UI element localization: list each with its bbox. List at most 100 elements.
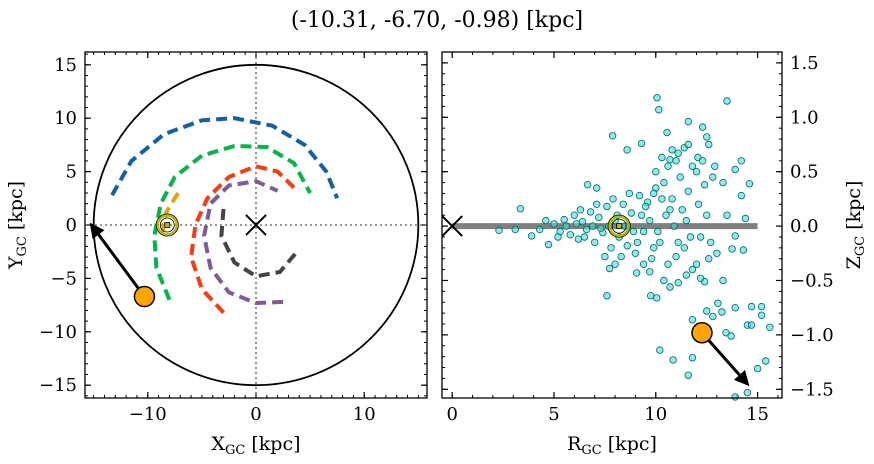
scatter-point: [684, 140, 692, 149]
x-tick-label: 10: [353, 404, 376, 425]
scatter-point: [601, 252, 609, 261]
sun-marker: [608, 215, 630, 237]
spiral-arm-red: [189, 164, 296, 314]
x-axis-label-unit: [kpc]: [602, 433, 657, 455]
sun-marker-outline: [607, 214, 631, 238]
scatter-point: [711, 162, 719, 170]
scatter-point: [727, 332, 735, 340]
scatter-point: [583, 180, 592, 189]
y-axis-label-subscript: GC: [15, 236, 30, 256]
scatter-point: [536, 225, 544, 234]
y-tick-label: 0.5: [790, 162, 819, 183]
y-axis-label: ZGC [kpc]: [843, 181, 868, 270]
x-axis-label: RGC [kpc]: [567, 433, 657, 458]
scatter-point: [658, 153, 666, 162]
scatter-point: [666, 206, 674, 214]
scatter-point: [641, 202, 650, 211]
scatter-point: [753, 364, 762, 373]
scatter-point: [625, 189, 633, 198]
sun-center-dot: [164, 222, 171, 228]
scatter-point: [703, 211, 711, 219]
scatter-point: [741, 214, 750, 223]
scatter-point: [627, 209, 635, 217]
scatter-point: [672, 252, 680, 261]
scatter-point: [686, 233, 695, 241]
x-tick-label: 0: [250, 404, 261, 425]
axes-frame: [84, 51, 428, 399]
y-axis-label: YGC [kpc]: [5, 181, 30, 270]
scatter-point: [646, 268, 654, 276]
scatter-point: [589, 222, 597, 230]
scatter-point: [688, 354, 697, 362]
scatter-point: [647, 292, 655, 300]
scatter-point: [707, 238, 715, 247]
sun-marker-inner: [611, 218, 627, 234]
scatter-point: [597, 224, 605, 232]
scatter-point: [705, 255, 713, 263]
scatter-point: [666, 155, 674, 164]
scatter-point: [747, 302, 756, 311]
scatter-point: [674, 238, 682, 247]
scatter-point: [663, 128, 671, 137]
scatter-point: [550, 220, 558, 228]
scatter-point: [650, 189, 658, 198]
x-tick-label: 5: [548, 404, 559, 425]
y-tick-label: 10: [54, 108, 77, 129]
scatter-point: [595, 213, 603, 222]
scatter-point: [574, 235, 583, 243]
scatter-point: [654, 227, 662, 236]
scatter-point: [639, 260, 648, 268]
scatter-point: [593, 200, 601, 208]
x-tick-label: 10: [644, 404, 667, 425]
scatter-point: [709, 173, 717, 181]
scatter-point: [591, 238, 599, 247]
scatter-point: [664, 162, 672, 170]
scatter-point: [544, 240, 553, 249]
scatter-point: [554, 233, 562, 241]
scatter-point: [692, 167, 701, 176]
x-axis-label-subscript: GC: [225, 443, 245, 458]
scatter-point: [629, 227, 638, 236]
scatter-point: [745, 179, 754, 188]
y-axis-label-unit: [kpc]: [843, 181, 865, 236]
scatter-point: [682, 271, 690, 279]
scatter-point: [605, 264, 614, 273]
x-tick-label: 15: [746, 404, 769, 425]
spiral-arm-blue: [110, 116, 340, 200]
scatter-point: [516, 204, 525, 213]
scatter-point: [648, 255, 656, 263]
sun-marker-outline: [155, 213, 179, 237]
x-axis-label: XGC [kpc]: [211, 433, 300, 458]
scatter-point: [762, 357, 770, 365]
y-tick-label: −1.5: [790, 379, 834, 400]
y-axis-label-unit: [kpc]: [5, 181, 27, 236]
scatter-point: [560, 215, 568, 224]
y-tick-label: 5: [66, 162, 77, 183]
y-tick-label: −15: [39, 375, 77, 396]
scatter-point: [718, 308, 726, 316]
scatter-point: [700, 180, 709, 189]
scatter-point: [582, 225, 591, 234]
scatter-point: [603, 202, 611, 211]
scatter-point: [586, 208, 595, 216]
scatter-point: [639, 227, 648, 236]
scatter-point: [607, 244, 615, 252]
scatter-point: [572, 220, 581, 228]
sun-marker: [156, 214, 179, 236]
scatter-point: [637, 211, 646, 219]
scatter-point: [680, 244, 688, 252]
scatter-point: [705, 140, 713, 149]
scatter-point: [609, 195, 617, 203]
scatter-point: [653, 93, 661, 102]
scatter-point: [542, 216, 550, 225]
scatter-point: [766, 323, 774, 331]
scatter-point: [656, 346, 664, 354]
scatter-point: [743, 388, 752, 397]
scatter-point: [631, 249, 640, 257]
scatter-point: [511, 225, 519, 234]
scatter-point: [635, 191, 644, 200]
scatter-point: [674, 279, 682, 287]
scatter-point: [684, 187, 692, 195]
scatter-point: [637, 139, 646, 148]
